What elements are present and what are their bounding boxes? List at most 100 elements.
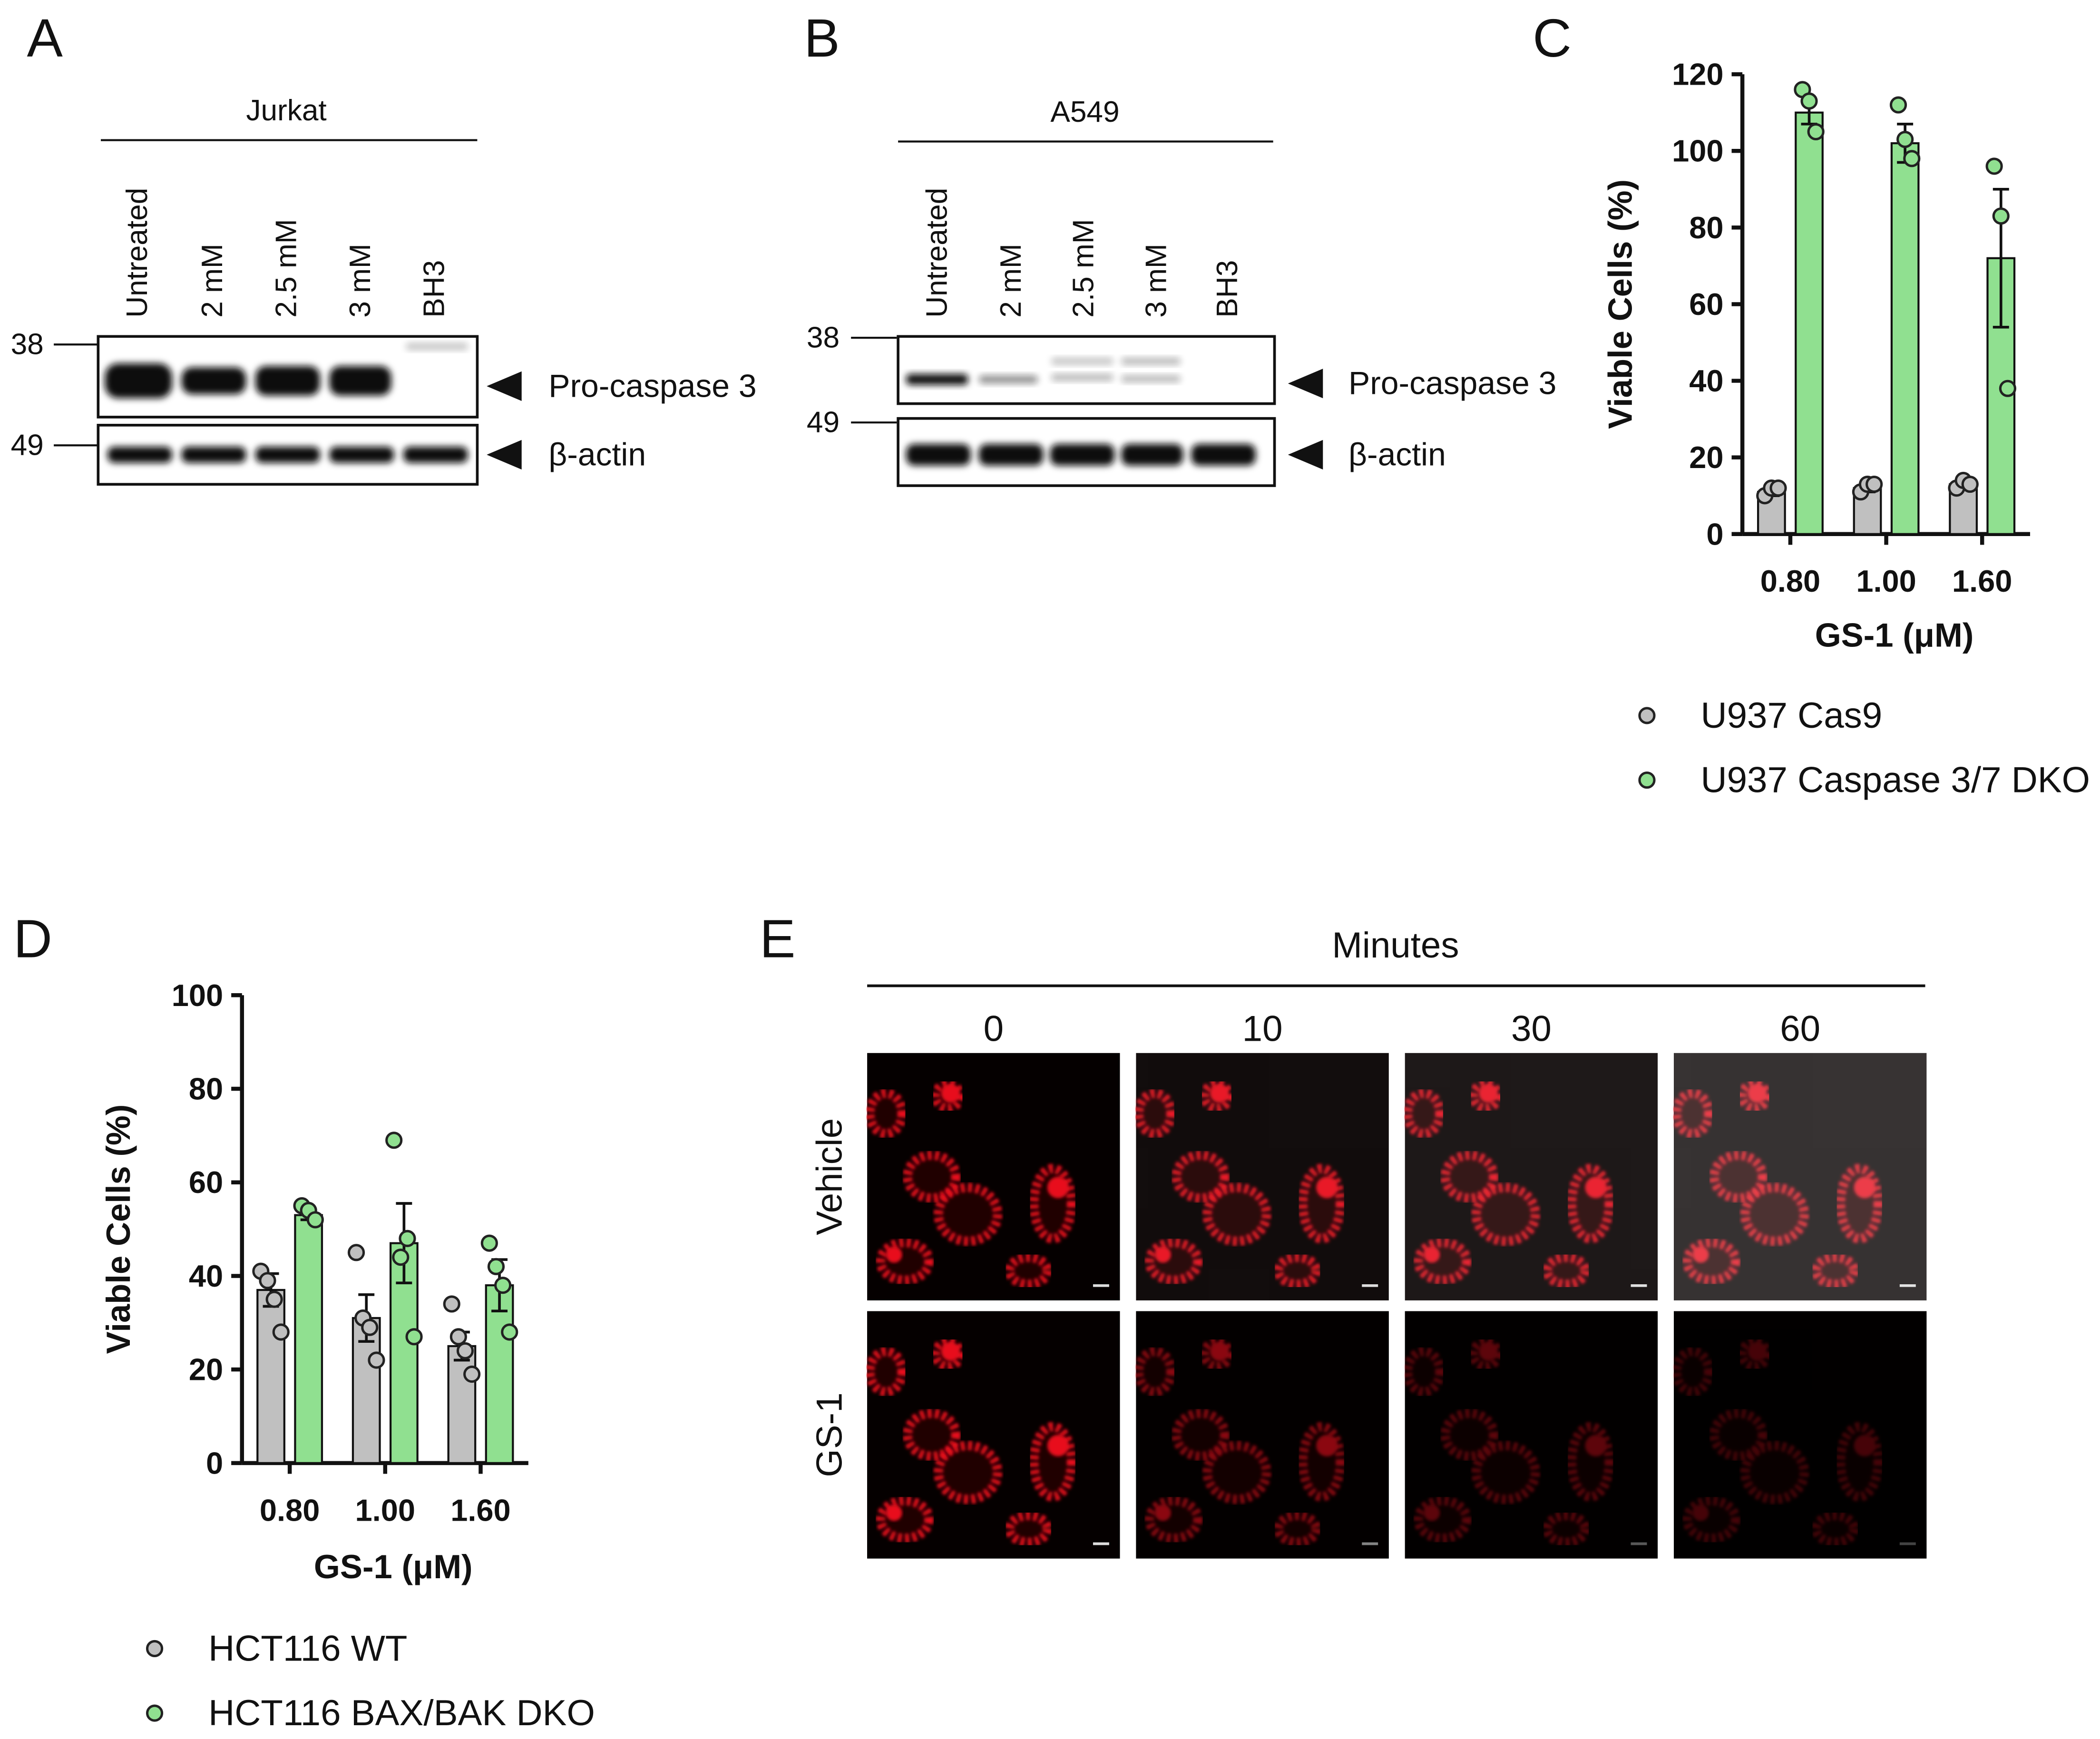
legend-marker (146, 1704, 164, 1722)
y-tick-label: 20 (189, 1352, 223, 1387)
column-label: 10 (1242, 1008, 1283, 1049)
lane-label: 2.5 mM (270, 219, 303, 317)
data-point (456, 1342, 474, 1359)
micrograph (1136, 1311, 1388, 1559)
x-tick-label: 1.00 (1856, 564, 1916, 598)
blot (897, 335, 1276, 405)
bar (1795, 111, 1824, 535)
x-axis-title: GS-1 (μM) (314, 1548, 473, 1585)
y-tick-label: 0 (1706, 517, 1723, 551)
lane-label: 3 mM (344, 244, 377, 317)
data-point (1985, 157, 2003, 175)
y-tick-label: 20 (1689, 440, 1723, 475)
data-point (501, 1323, 518, 1341)
marker: 49 (807, 406, 840, 439)
band (181, 367, 246, 394)
legend-marker (1638, 771, 1656, 789)
data-point (1903, 150, 1921, 167)
legend-marker (146, 1640, 164, 1658)
data-point (1769, 479, 1787, 497)
marker: 38 (11, 328, 44, 361)
x-axis-title: GS-1 (μM) (1815, 616, 1974, 654)
band (107, 447, 172, 463)
data-point (392, 1249, 410, 1266)
arrow (487, 371, 522, 401)
band (906, 444, 971, 466)
data-point (449, 1328, 467, 1346)
legend-label: U937 Caspase 3/7 DKO (1701, 760, 2090, 801)
band-label: β-actin (1348, 437, 1446, 473)
y-tick-label: 80 (1689, 210, 1723, 245)
band (406, 343, 468, 350)
lane-label: Untreated (921, 188, 954, 318)
micrograph (1674, 1311, 1926, 1559)
micrograph (1405, 1053, 1658, 1300)
data-point (463, 1365, 481, 1383)
band (329, 366, 391, 396)
data-point (1866, 475, 1883, 493)
data-point (1992, 207, 2010, 225)
x-tick-label: 0.80 (260, 1493, 320, 1527)
row-label: Vehicle (809, 1118, 850, 1235)
panel-label: E (760, 909, 795, 969)
data-point (1961, 475, 1979, 493)
column-label: 0 (984, 1008, 1004, 1049)
data-point (385, 1132, 403, 1149)
x-tick-label: 0.80 (1760, 564, 1821, 598)
y-tick-label: 100 (172, 978, 223, 1013)
data-point (1999, 380, 2017, 397)
band (1051, 358, 1113, 365)
lane-label: BH3 (1211, 260, 1244, 318)
panel-label: D (13, 909, 52, 969)
micrograph (1405, 1311, 1658, 1559)
legend-label: U937 Cas9 (1701, 695, 1883, 736)
marker: 49 (11, 429, 44, 462)
bar (294, 1214, 323, 1465)
y-tick-label: 40 (1689, 363, 1723, 398)
panel-e: E Minutes 0 10 30 60 Vehicle GS-1 (760, 909, 1926, 1559)
micrograph (867, 1053, 1120, 1300)
bar (1890, 142, 1920, 535)
legend-label: HCT116 BAX/BAK DKO (208, 1693, 595, 1733)
data-point (487, 1258, 505, 1275)
band (255, 447, 320, 463)
legend-label: HCT116 WT (208, 1628, 407, 1669)
y-axis-title: Viable Cells (%) (99, 1104, 137, 1354)
band (181, 447, 246, 463)
arrow (1288, 440, 1323, 470)
band (1191, 444, 1256, 466)
data-point (1807, 123, 1825, 141)
legend-marker (1638, 707, 1656, 724)
band (1121, 375, 1181, 382)
data-point (443, 1295, 460, 1313)
data-point (1800, 92, 1818, 110)
x-tick-label: 1.00 (355, 1493, 416, 1527)
data-point (259, 1272, 276, 1290)
y-tick-label: 60 (189, 1165, 223, 1200)
row-label: GS-1 (809, 1393, 850, 1477)
data-point (368, 1351, 385, 1369)
band-label: Pro-caspase 3 (1348, 366, 1556, 401)
panel-label: B (804, 8, 840, 68)
data-point (361, 1319, 379, 1336)
lane-label: Untreated (121, 188, 154, 318)
y-tick-label: 120 (1672, 57, 1723, 92)
arrow (1288, 369, 1323, 399)
micrograph (867, 1311, 1120, 1559)
lane-label: 2.5 mM (1067, 219, 1100, 317)
x-tick-label: 1.60 (450, 1493, 511, 1527)
panel-label: A (27, 8, 63, 68)
x-tick-label: 1.60 (1952, 564, 2012, 598)
data-point (480, 1234, 498, 1252)
micrograph (1136, 1053, 1388, 1300)
y-tick-label: 40 (189, 1259, 223, 1293)
data-point (1889, 96, 1907, 114)
band (1051, 374, 1113, 381)
lane-label: 2 mM (196, 244, 229, 317)
band (978, 375, 1038, 384)
data-point (272, 1323, 290, 1341)
y-tick-label: 60 (1689, 287, 1723, 322)
band (105, 363, 172, 399)
band (255, 366, 320, 396)
